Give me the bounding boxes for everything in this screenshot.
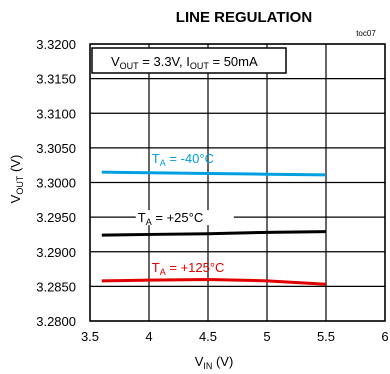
y-axis-label: VOUT (V) (8, 155, 25, 204)
condition-v-main: V (111, 54, 120, 69)
series-line-1 (101, 170, 327, 177)
plot-frame (89, 43, 386, 322)
x-tick-label: 4 (145, 329, 152, 344)
condition-i-main: I (186, 54, 190, 69)
y-tick-labels: 3.2800 3.2850 3.2900 3.2950 3.3000 3.3050 3.31… (36, 37, 76, 329)
figure-code: toc07 (356, 29, 376, 38)
y-tick-label: 3.3150 (36, 72, 76, 87)
condition-box: VOUT = 3.3V, IOUT = 50mA (91, 47, 287, 74)
series-line-2 (101, 230, 327, 237)
y-tick-label: 3.3000 (36, 176, 76, 191)
condition-text: VOUT = 3.3V, IOUT = 50mA (111, 54, 258, 71)
condition-v-sub: OUT (120, 61, 140, 71)
y-tick-label: 3.2900 (36, 245, 76, 260)
series-label-2: TA = +25°C (138, 210, 203, 227)
x-tick-label: 3.5 (81, 329, 99, 344)
series-label-backdrop (135, 210, 234, 226)
y-tick-label: 3.2850 (36, 279, 76, 294)
series-group: TA = -40°C TA = +25°C TA = +125°C (101, 151, 327, 286)
series-label-1: TA = -40°C (152, 151, 214, 168)
y-tick-label: 3.3050 (36, 141, 76, 156)
x-tick-labels: 3.5 4 4.5 5 5.5 6 (81, 329, 389, 344)
series-line-3 (101, 277, 327, 286)
y-tick-label: 3.3100 (36, 106, 76, 121)
condition-box-border (91, 47, 287, 74)
x-tick-label: 5.5 (317, 329, 335, 344)
x-tick-label: 4.5 (199, 329, 217, 344)
condition-i-sub: OUT (190, 61, 210, 71)
y-tick-label: 3.2800 (36, 314, 76, 329)
x-axis-label: VIN (V) (195, 354, 234, 371)
condition-v-val: = 3.3V, (139, 54, 187, 69)
condition-i-val: = 50mA (209, 54, 258, 69)
x-tick-label: 6 (381, 329, 388, 344)
y-tick-label: 3.3200 (36, 37, 76, 52)
chart-title: LINE REGULATION (176, 9, 312, 26)
x-tick-label: 5 (263, 329, 270, 344)
series-label-3: TA = +125°C (152, 260, 225, 277)
y-tick-label: 3.2950 (36, 210, 76, 225)
